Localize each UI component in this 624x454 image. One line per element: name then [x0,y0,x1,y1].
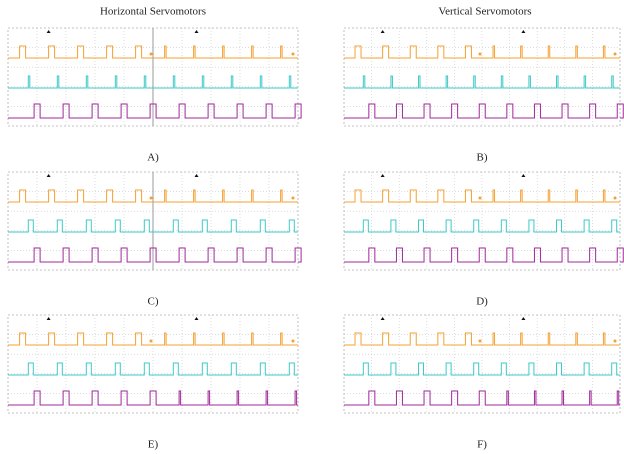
trigger-marker [381,317,385,320]
trigger-marker [47,30,51,33]
panel-label: C) [148,296,159,308]
column-title: Vertical Servomotors [438,6,531,18]
scope-panel [8,315,298,413]
trigger-marker [47,317,51,320]
scope-panel [344,28,623,126]
trigger-marker [521,317,525,320]
scope-panel [344,172,623,270]
trace-marker [479,340,482,343]
panel-label: B) [477,152,488,164]
scope-panel [344,315,620,413]
trigger-marker [47,174,51,177]
trigger-marker [381,30,385,33]
trace-marker [614,340,617,343]
trigger-marker [195,317,199,320]
trace-marker [150,53,153,56]
figure: Horizontal Servomotors Vertical Servomot… [0,0,624,454]
trigger-marker [521,30,525,33]
panel-label: E) [148,439,159,451]
trace-marker [614,53,617,56]
trace-marker [292,53,295,56]
trace-marker [150,340,153,343]
trace-marker [292,340,295,343]
panel-label: F) [477,439,487,451]
scope-panel [8,28,301,126]
trigger-marker [195,30,199,33]
trace-marker [479,197,482,200]
trace-marker [150,197,153,200]
column-title: Horizontal Servomotors [100,6,206,18]
trigger-marker [195,174,199,177]
scope-panel [8,172,301,270]
trigger-marker [381,174,385,177]
trace-marker [292,197,295,200]
trace-marker [614,197,617,200]
trigger-marker [521,174,525,177]
panel-label: D) [476,296,488,308]
panel-label: A) [147,152,159,164]
trace-marker [479,53,482,56]
